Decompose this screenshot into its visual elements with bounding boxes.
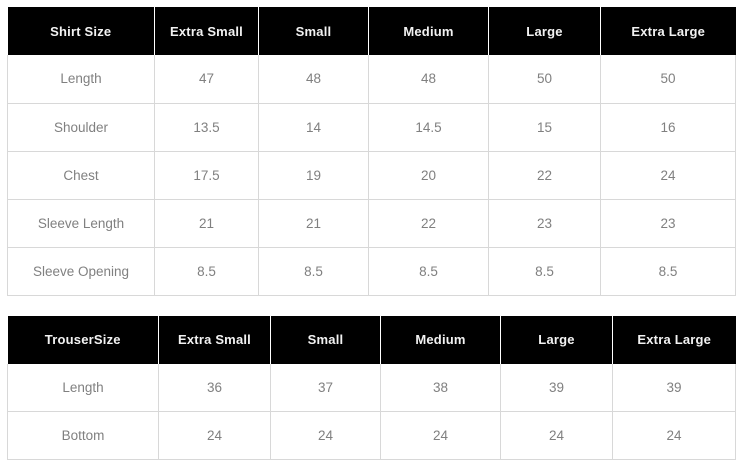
cell-value: 14 [258,103,369,152]
cell-value: 38 [380,363,501,412]
table-row: Shoulder 13.5 14 14.5 15 16 [7,103,736,152]
column-header-extra-small: Extra Small [154,7,259,55]
cell-value: 22 [488,151,601,200]
column-header-medium: Medium [380,315,501,364]
cell-value: 14.5 [368,103,489,152]
cell-value: 24 [500,411,613,460]
table-row: Chest 17.5 19 20 22 24 [7,151,736,200]
column-header-extra-small: Extra Small [158,315,271,364]
cell-value: 8.5 [368,247,489,296]
cell-value: 8.5 [258,247,369,296]
trouser-table-body: Length 36 37 38 39 39 Bottom 24 24 24 24… [7,363,736,460]
table-header-row: TrouserSize Extra Small Small Medium Lar… [7,315,736,364]
cell-value: 24 [600,151,736,200]
cell-value: 20 [368,151,489,200]
cell-value: 50 [488,55,601,104]
table-row: Sleeve Length 21 21 22 23 23 [7,199,736,248]
cell-value: 17.5 [154,151,259,200]
table-row: Sleeve Opening 8.5 8.5 8.5 8.5 8.5 [7,247,736,296]
cell-value: 21 [258,199,369,248]
cell-value: 36 [158,363,271,412]
cell-value: 15 [488,103,601,152]
cell-value: 39 [500,363,613,412]
cell-value: 23 [600,199,736,248]
row-label: Length [7,363,159,412]
row-label: Shoulder [7,103,155,152]
table-header-row: Shirt Size Extra Small Small Medium Larg… [7,7,736,55]
shirt-table-body: Length 47 48 48 50 50 Shoulder 13.5 14 1… [7,55,736,296]
trouser-table-header: TrouserSize Extra Small Small Medium Lar… [7,315,736,364]
shirt-size-table: Shirt Size Extra Small Small Medium Larg… [7,7,736,296]
cell-value: 8.5 [488,247,601,296]
table-separator [7,296,735,316]
column-header-large: Large [488,7,601,55]
row-label: Sleeve Length [7,199,155,248]
column-header-small: Small [258,7,369,55]
column-header-small: Small [270,315,381,364]
cell-value: 24 [158,411,271,460]
cell-value: 13.5 [154,103,259,152]
row-label: Chest [7,151,155,200]
column-header-extra-large: Extra Large [600,7,736,55]
column-header-large: Large [500,315,613,364]
column-header-extra-large: Extra Large [612,315,736,364]
column-header-trouser-size: TrouserSize [7,315,159,364]
cell-value: 47 [154,55,259,104]
cell-value: 21 [154,199,259,248]
cell-value: 16 [600,103,736,152]
cell-value: 48 [258,55,369,104]
table-row: Length 36 37 38 39 39 [7,363,736,412]
column-header-shirt-size: Shirt Size [7,7,155,55]
cell-value: 23 [488,199,601,248]
cell-value: 24 [380,411,501,460]
shirt-table-header: Shirt Size Extra Small Small Medium Larg… [7,7,736,55]
cell-value: 48 [368,55,489,104]
cell-value: 24 [270,411,381,460]
cell-value: 8.5 [600,247,736,296]
row-label: Sleeve Opening [7,247,155,296]
table-row: Bottom 24 24 24 24 24 [7,411,736,460]
table-row: Length 47 48 48 50 50 [7,55,736,104]
trouser-size-table: TrouserSize Extra Small Small Medium Lar… [7,315,736,460]
cell-value: 22 [368,199,489,248]
cell-value: 24 [612,411,736,460]
cell-value: 19 [258,151,369,200]
row-label: Bottom [7,411,159,460]
row-label: Length [7,55,155,104]
cell-value: 39 [612,363,736,412]
cell-value: 8.5 [154,247,259,296]
cell-value: 50 [600,55,736,104]
column-header-medium: Medium [368,7,489,55]
cell-value: 37 [270,363,381,412]
